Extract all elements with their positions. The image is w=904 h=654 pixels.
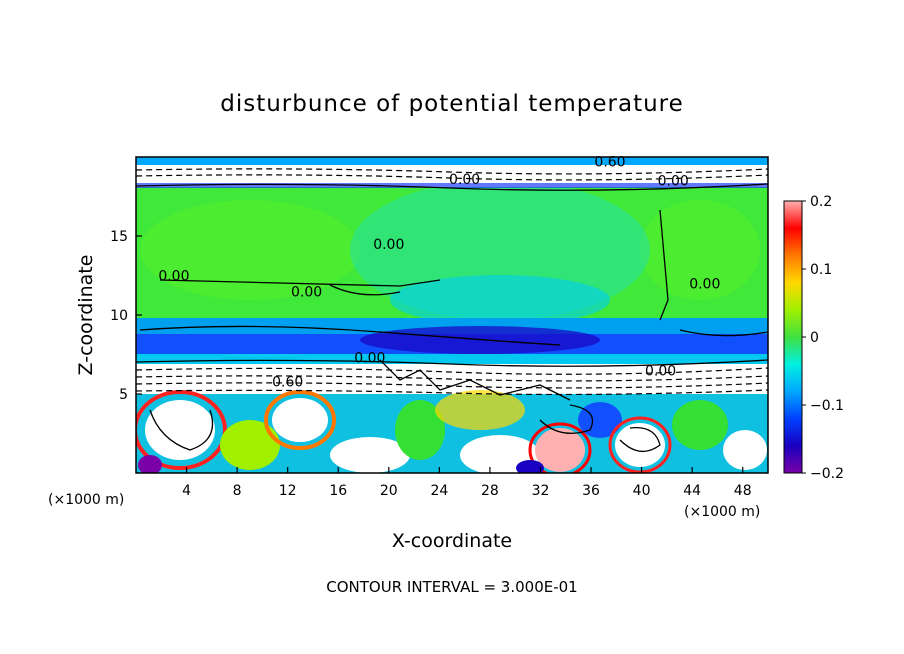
x-tick-label: 4 [182,483,191,499]
y-tick-label: 5 [119,387,128,403]
colorbar-tick-label: 0 [810,330,819,346]
contour-labels: 0.00 0.00 0.00 0.00 0.00 0.00 0.60 0.60 0.00 0.00 [158,155,720,391]
colorbar [783,200,803,474]
contour-interval-note: CONTOUR INTERVAL = 3.000E-01 [326,578,577,596]
x-tick-label: 48 [734,483,752,499]
contour-label: 0.00 [658,174,689,190]
x-tick-label: 12 [279,483,297,499]
x-unit-label-left: (×1000 m) [48,492,124,508]
colorbar-tick-label: −0.1 [810,398,844,414]
y-tick-label: 10 [110,308,128,324]
y-tick-label: 15 [110,229,128,245]
x-tick-label: 16 [329,483,347,499]
chart-title: disturbunce of potential temperature [220,91,684,117]
x-axis-title: X-coordinate [392,530,512,552]
contour-label: 0.00 [354,351,385,367]
contour-label: 0.60 [594,155,625,171]
x-tick-label: 36 [582,483,600,499]
y-axis-title: Z-coordinate [75,255,97,376]
x-axis: 4 8 12 16 20 24 28 32 36 40 44 48 [182,467,752,499]
x-tick-label: 44 [683,483,701,499]
contour-label: 0.00 [449,172,480,188]
colorbar-ticks: 0.2 0.1 0 −0.1 −0.2 [802,194,844,482]
contour-label: 0.60 [272,374,303,390]
contour-label: 0.00 [645,363,676,379]
y-axis: 5 10 15 [110,229,142,403]
contour-label: 0.00 [158,269,189,285]
x-tick-label: 24 [430,483,448,499]
contour-label: 0.00 [373,237,404,253]
x-tick-label: 32 [532,483,550,499]
colorbar-tick-label: 0.1 [810,262,832,278]
x-tick-label: 28 [481,483,499,499]
contour-label: 0.00 [689,276,720,292]
colorbar-tick-label: 0.2 [810,194,832,210]
contour-label: 0.00 [291,284,322,300]
x-tick-label: 20 [380,483,398,499]
x-unit-label-right: (×1000 m) [684,504,760,520]
x-tick-label: 40 [633,483,651,499]
plot-field [136,157,768,473]
x-tick-label: 8 [233,483,242,499]
colorbar-tick-label: −0.2 [810,466,844,482]
